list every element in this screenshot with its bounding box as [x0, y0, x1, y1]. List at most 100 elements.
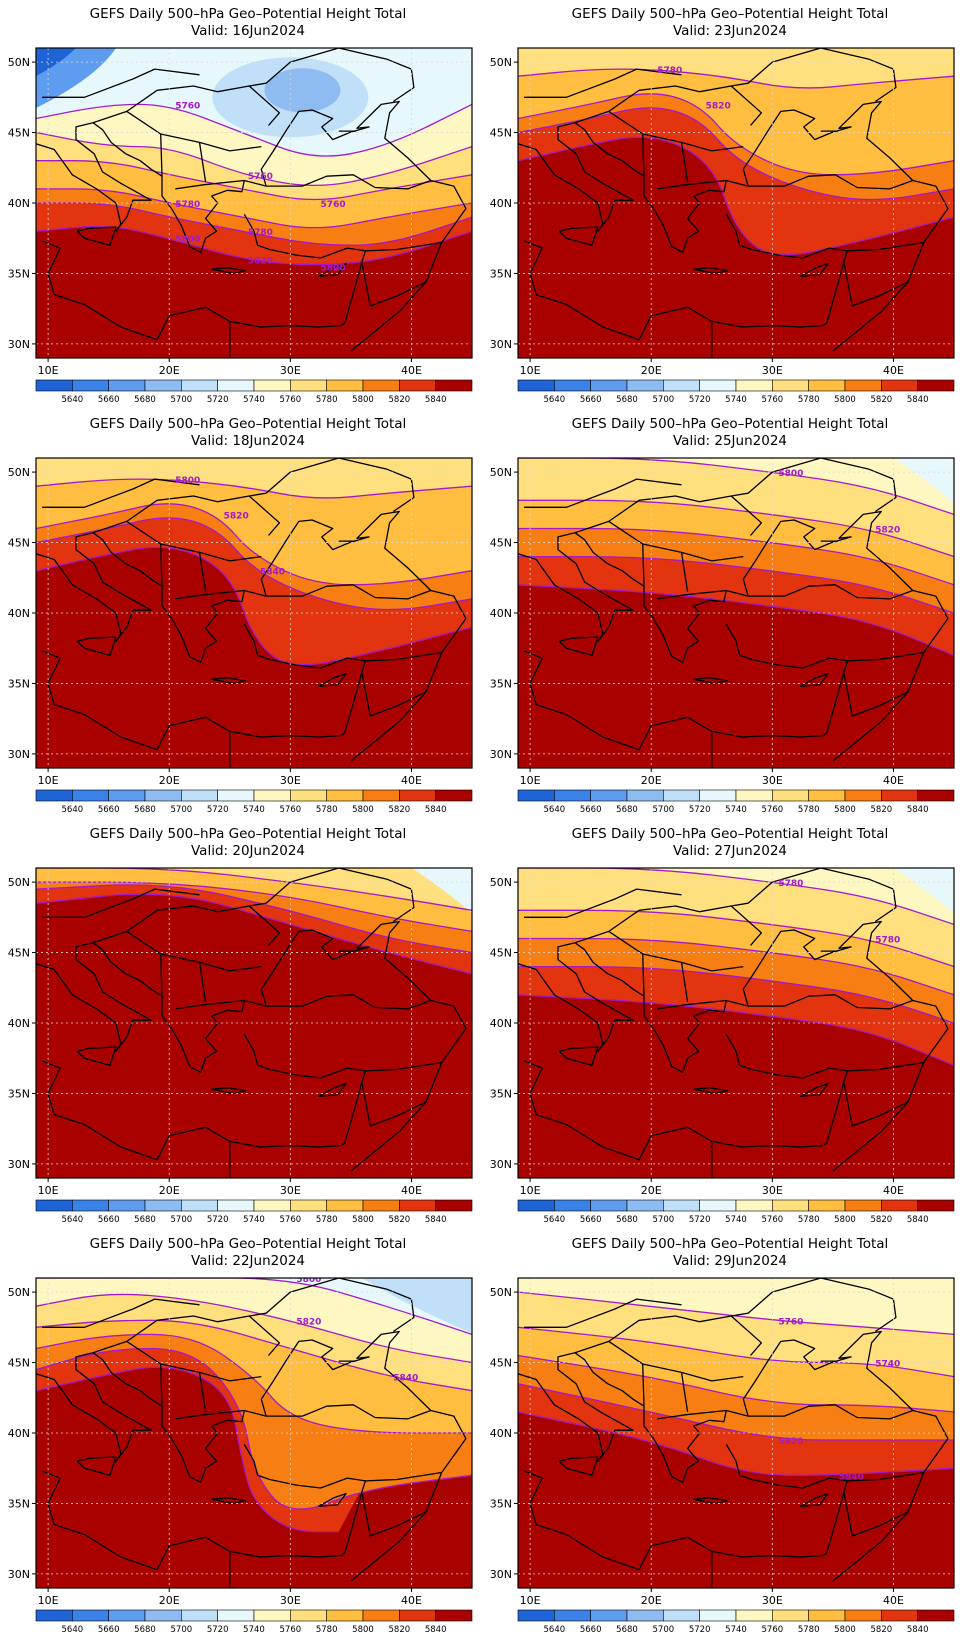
colorbar-swatch	[435, 379, 473, 392]
coastline	[260, 1330, 432, 1417]
colorbar-swatch	[517, 379, 555, 392]
contour-label: 5820	[224, 511, 249, 521]
coastline	[523, 650, 824, 751]
coastline	[772, 1278, 897, 1333]
contour-line	[36, 893, 472, 975]
colorbar-swatch	[144, 1199, 182, 1212]
lat-tick-label: 35N	[8, 1087, 30, 1100]
coastline	[726, 1404, 914, 1420]
colorbar-label: 5740	[243, 1625, 265, 1635]
lat-tick-label: 40N	[8, 1017, 30, 1030]
coastline	[248, 1315, 281, 1356]
map-area: 5800 5820 5840 50N 45N 40N 35N 30N 10E 20E 30E 40E	[8, 1277, 503, 1607]
lat-tick-label: 30N	[490, 338, 512, 351]
colorbar-swatch	[735, 1609, 773, 1622]
colorbar-label: 5740	[725, 1215, 747, 1225]
lon-tick-label: 40E	[883, 774, 904, 787]
colorbar-label: 5720	[207, 395, 229, 405]
lon-tick-label: 40E	[883, 364, 904, 377]
colorbar-label: 5640	[544, 395, 566, 405]
contour-label: 5820	[706, 101, 731, 111]
panel-title: GEFS Daily 500–hPa Geo–Potential Height …	[572, 1236, 889, 1252]
contour-label: 5760	[175, 101, 200, 111]
coastline	[36, 1352, 152, 1462]
colorbar-label: 5700	[171, 395, 193, 405]
coastline	[642, 133, 645, 177]
contour-line	[518, 458, 954, 516]
colorbar-label: 5820	[389, 395, 411, 405]
colorbar-swatch	[362, 1199, 400, 1212]
colorbar-label: 5760	[280, 805, 302, 815]
coastline	[92, 1291, 291, 1354]
colorbar-label: 5840	[425, 395, 447, 405]
coastline	[558, 226, 599, 246]
contour-line	[518, 499, 954, 558]
lat-tick-label: 35N	[8, 267, 30, 280]
colorbar-swatch	[517, 789, 555, 802]
lat-tick-label: 45N	[490, 127, 512, 140]
lon-tick-label: 40E	[883, 1594, 904, 1607]
colorbar-label: 5780	[798, 395, 820, 405]
coastline	[211, 1497, 247, 1505]
map-panel-27jun: GEFS Daily 500–hPa Geo–Potential Height …	[490, 826, 955, 1225]
coastline	[494, 1363, 503, 1412]
map-panel-16jun: GEFS Daily 500–hPa Geo–Potential Height …	[8, 6, 503, 405]
colorbar-swatch	[435, 1609, 473, 1622]
colorbar-swatch	[699, 1199, 737, 1212]
contour-label: 5800	[778, 469, 803, 479]
colorbar-label: 5660	[98, 1215, 120, 1225]
coastline	[76, 226, 117, 246]
contour-line	[518, 68, 954, 89]
lat-tick-label: 40N	[490, 607, 512, 620]
coastline	[799, 1492, 829, 1507]
coastline	[260, 920, 432, 1007]
coastline	[574, 942, 727, 1073]
colorbar-label: 5840	[907, 805, 929, 815]
panel-title: GEFS Daily 500–hPa Geo–Potential Height …	[572, 416, 889, 432]
colorbar-swatch	[290, 1609, 327, 1622]
colorbar-label: 5820	[871, 1215, 893, 1225]
colorbar-swatch	[590, 1199, 628, 1212]
colorbar-swatch	[290, 1199, 327, 1212]
contour-line	[518, 107, 954, 201]
contour-label: 5780	[175, 200, 200, 210]
colorbar-label: 5820	[871, 1625, 893, 1635]
coastline	[518, 1352, 634, 1462]
coastline	[574, 532, 727, 663]
colorbar-label: 5720	[207, 1625, 229, 1635]
coastline	[243, 623, 367, 673]
coastline	[244, 1404, 432, 1420]
panel-valid-date: Valid: 16Jun2024	[191, 23, 305, 39]
colorbar-label: 5740	[243, 395, 265, 405]
panel-valid-date: Valid: 29Jun2024	[673, 1253, 787, 1269]
lat-tick-label: 40N	[8, 197, 30, 210]
lat-tick-label: 30N	[8, 1158, 30, 1171]
colorbar-label: 5800	[352, 1625, 374, 1635]
colorbar-swatch	[772, 1199, 809, 1212]
coastline	[365, 1409, 467, 1482]
coastline	[726, 174, 914, 190]
colorbar-swatch	[554, 1199, 591, 1212]
lon-tick-label: 10E	[520, 1184, 541, 1197]
coastline	[42, 478, 200, 508]
coastline	[244, 174, 432, 190]
map-area: 5780 5820 50N 45N 40N 35N 30N 10E 20E 30E 40E	[490, 47, 955, 377]
height-band	[518, 458, 954, 515]
coastline	[494, 133, 503, 182]
coastline	[350, 1472, 443, 1582]
lon-tick-label: 20E	[159, 364, 180, 377]
colorbar-swatch	[72, 1609, 109, 1622]
lon-tick-label: 10E	[38, 1184, 59, 1197]
coastline	[574, 122, 727, 253]
coastline	[693, 267, 729, 275]
coastline	[350, 652, 443, 762]
coastline	[175, 179, 245, 190]
lon-tick-label: 20E	[641, 1594, 662, 1607]
panel-title: GEFS Daily 500–hPa Geo–Potential Height …	[90, 1236, 407, 1252]
colorbar-label: 5820	[389, 805, 411, 815]
colorbar-swatch	[144, 379, 182, 392]
colorbar-swatch	[362, 379, 400, 392]
contour-line	[36, 188, 472, 229]
colorbar-label: 5800	[834, 395, 856, 405]
coastline	[742, 1330, 914, 1417]
